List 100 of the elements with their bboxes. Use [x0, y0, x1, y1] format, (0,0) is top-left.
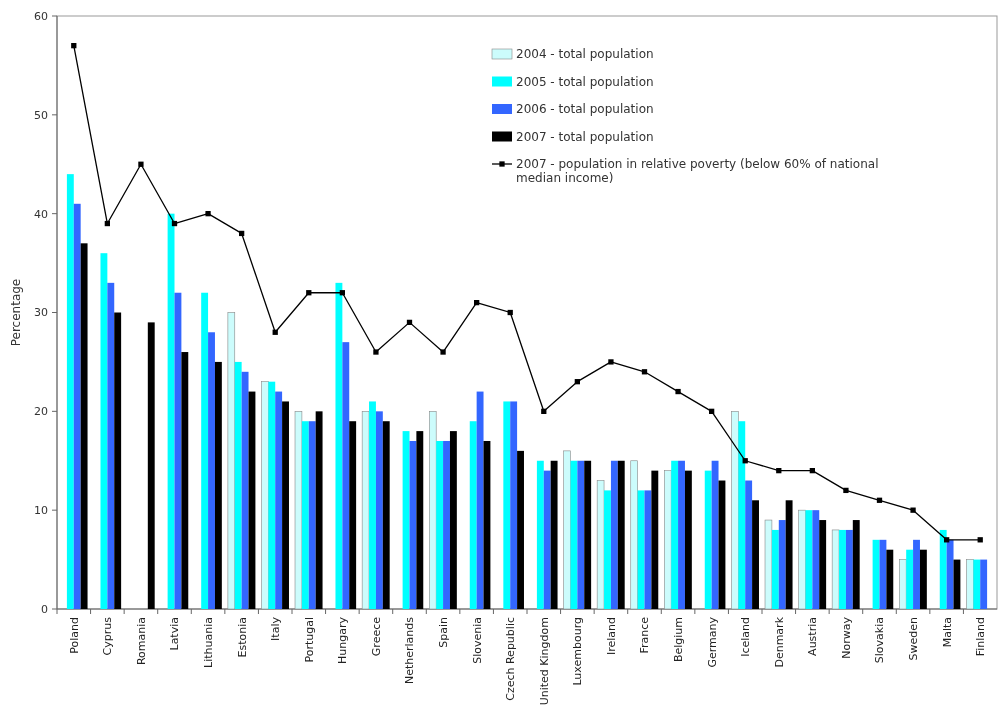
- bar: [201, 292, 209, 609]
- x-tick-label: Sweden: [906, 616, 920, 661]
- bar: [449, 431, 457, 609]
- point: [843, 487, 849, 494]
- bar: [839, 529, 846, 609]
- bar: [80, 243, 88, 609]
- x-tick-label: Slovakia: [873, 617, 887, 664]
- bar: [550, 460, 558, 609]
- bar: [282, 401, 289, 609]
- bar: [402, 431, 410, 609]
- x-tick-label: Belgium: [671, 617, 685, 663]
- bar: [107, 282, 115, 609]
- x-tick-label: Hungary: [336, 616, 350, 664]
- bar: [778, 520, 786, 609]
- x-tick-label: Iceland: [739, 617, 753, 657]
- bar: [214, 361, 222, 609]
- x-tick-label: Finland: [974, 617, 988, 657]
- bar: [73, 203, 81, 609]
- bar: [596, 480, 605, 610]
- y-tick-label: 40: [34, 207, 48, 221]
- bar: [349, 421, 357, 609]
- x-tick-label: United Kingdom: [537, 617, 551, 706]
- x-tick-label: Malta: [940, 617, 954, 648]
- bar: [375, 411, 383, 609]
- bar: [617, 460, 625, 609]
- y-tick-label: 60: [34, 9, 48, 23]
- bar: [764, 519, 773, 610]
- bar: [469, 421, 477, 609]
- point: [205, 211, 211, 217]
- point: [440, 349, 446, 355]
- x-tick-label: France: [638, 616, 652, 654]
- bar: [604, 490, 611, 609]
- y-tick-label: 50: [34, 108, 48, 122]
- bar: [563, 450, 571, 610]
- x-tick-label: Austria: [806, 617, 820, 656]
- x-tick-label: Estonia: [235, 617, 249, 658]
- bar: [845, 529, 853, 609]
- x-tick-label: Luxembourg: [571, 617, 585, 686]
- bar: [872, 539, 880, 609]
- bar: [973, 559, 981, 609]
- legend-label: 2007 - population in relative poverty (below 60% of national median income): [516, 157, 879, 186]
- point: [608, 359, 614, 365]
- bar: [939, 529, 947, 609]
- x-tick-label: Norway: [839, 616, 853, 659]
- y-tick-label: 20: [34, 405, 48, 419]
- x-tick-label: Lithuania: [201, 617, 215, 668]
- y-tick-label: 30: [34, 306, 48, 320]
- legend-label: 2004 - total population: [516, 47, 654, 62]
- bar: [208, 332, 215, 609]
- legend-label: 2007 - total population: [516, 129, 654, 144]
- x-tick-label: Germany: [705, 616, 719, 668]
- x-tick-label: Romania: [134, 617, 148, 666]
- bar: [517, 450, 524, 609]
- bar: [966, 559, 974, 610]
- bar: [752, 500, 759, 609]
- bar: [167, 213, 175, 609]
- bar: [745, 480, 753, 609]
- bar: [181, 352, 189, 609]
- bar: [684, 470, 692, 609]
- point: [910, 507, 916, 513]
- bar: [66, 174, 74, 609]
- bar: [429, 411, 437, 610]
- bar: [946, 539, 954, 609]
- x-tick-label: Czech Republic: [504, 617, 518, 701]
- bar: [831, 529, 840, 610]
- bar: [234, 361, 242, 609]
- x-tick-label: Poland: [67, 617, 81, 654]
- bar: [980, 559, 988, 609]
- bar: [275, 391, 283, 609]
- bar: [503, 401, 511, 609]
- bar: [114, 312, 122, 609]
- bar: [147, 322, 155, 609]
- x-tick-label: Italy: [269, 616, 283, 641]
- bar: [241, 371, 249, 609]
- legend-label: 2006 - total population: [516, 102, 654, 117]
- x-tick-label: Greece: [369, 616, 383, 657]
- x-tick-label: Slovenia: [470, 617, 484, 664]
- bar: [919, 549, 927, 609]
- x-tick-label: Portugal: [302, 617, 316, 663]
- bar: [476, 391, 484, 609]
- bar: [315, 411, 323, 609]
- bar: [819, 520, 827, 609]
- y-tick-label: 10: [34, 504, 48, 518]
- bar: [785, 500, 793, 609]
- bar: [543, 470, 551, 609]
- bar: [906, 549, 914, 609]
- bar: [436, 440, 444, 609]
- bar: [294, 411, 303, 610]
- point: [138, 161, 144, 167]
- bar: [711, 460, 719, 609]
- x-tick-label: Denmark: [772, 616, 786, 668]
- bar: [301, 421, 309, 609]
- x-tick-label: Netherlands: [403, 616, 417, 685]
- point: [373, 349, 379, 355]
- point: [675, 388, 681, 395]
- bar: [510, 401, 518, 609]
- bar: [798, 509, 806, 610]
- y-axis-title: Percentage: [9, 278, 23, 347]
- bar: [100, 253, 108, 609]
- bar: [630, 460, 638, 610]
